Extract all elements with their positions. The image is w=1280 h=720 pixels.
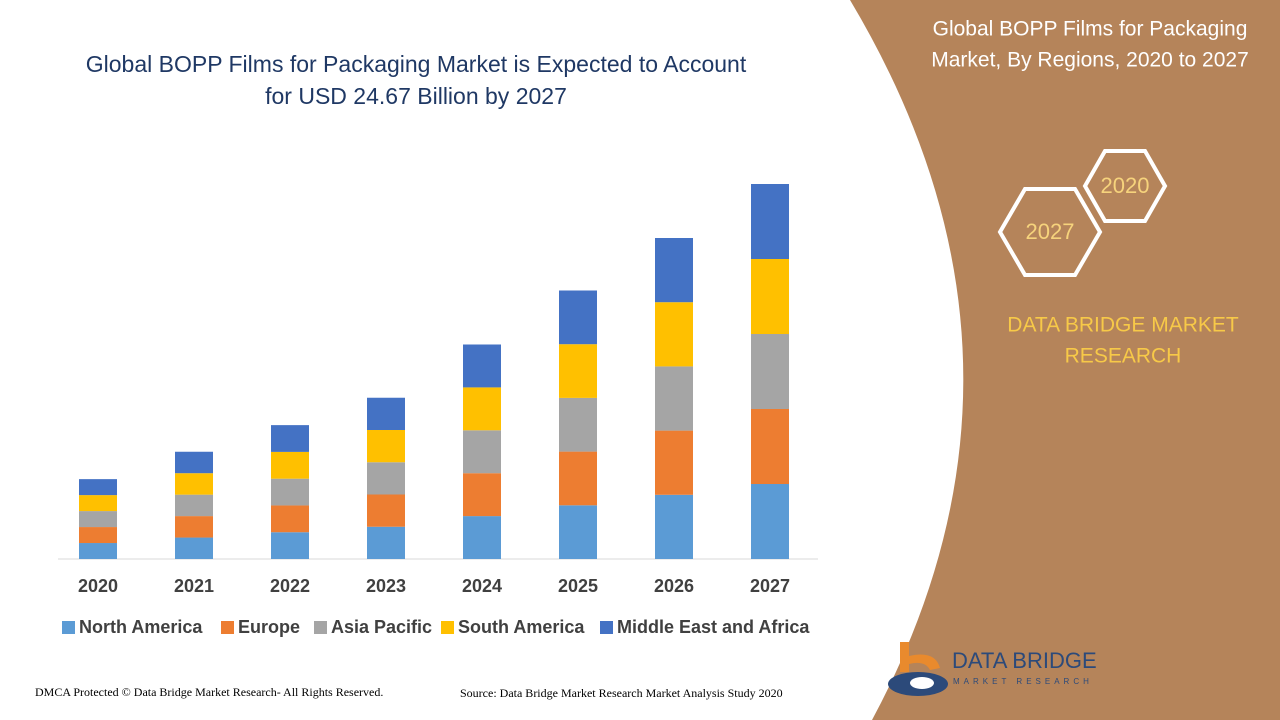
- bar-segment: [367, 397, 405, 430]
- legend-label: Asia Pacific: [331, 617, 432, 637]
- bar-segment: [463, 387, 501, 431]
- bar-segment: [751, 259, 789, 334]
- footer-text: DMCA Protected © Data Bridge Market Rese…: [35, 685, 383, 699]
- panel-title: Market, By Regions, 2020 to 2027: [931, 49, 1249, 72]
- bar-segment: [175, 494, 213, 517]
- bar-segment: [463, 344, 501, 388]
- bar-segment: [655, 238, 693, 303]
- chart-title: for USD 24.67 Billion by 2027: [265, 83, 567, 109]
- bar-segment: [271, 425, 309, 452]
- bar-segment: [271, 451, 309, 479]
- legend-swatch: [62, 621, 75, 634]
- brand-text: DATA BRIDGE MARKET: [1007, 314, 1239, 337]
- legend-label: Europe: [238, 617, 300, 637]
- bar-segment: [751, 484, 789, 559]
- legend-label: Middle East and Africa: [617, 617, 810, 637]
- bar-segment: [271, 532, 309, 559]
- bar-segment: [79, 543, 117, 559]
- bar-segment: [463, 516, 501, 559]
- bar-segment: [367, 526, 405, 559]
- panel-title: Global BOPP Films for Packaging: [933, 18, 1248, 41]
- bar-segment: [655, 302, 693, 367]
- hexagon: [997, 187, 1103, 277]
- bar-segment: [463, 430, 501, 474]
- logo: DATA BRIDGE MARKET RESEARCH: [888, 642, 1097, 696]
- bar-segment: [367, 462, 405, 495]
- x-tick-label: 2020: [78, 576, 118, 596]
- legend-swatch: [221, 621, 234, 634]
- bar-segment: [79, 511, 117, 528]
- bar-segment: [559, 290, 597, 345]
- x-tick-label: 2022: [270, 576, 310, 596]
- bar-segment: [559, 505, 597, 559]
- bar-segment: [655, 494, 693, 559]
- legend-swatch: [600, 621, 613, 634]
- hexagon: [1082, 149, 1168, 223]
- logo-icon: [900, 642, 909, 672]
- bar-segment: [751, 409, 789, 484]
- bar-segment: [559, 397, 597, 452]
- bar-segment: [751, 334, 789, 409]
- bar-segment: [463, 473, 501, 517]
- bar-segment: [751, 184, 789, 259]
- side-panel: [850, 0, 1280, 720]
- bar-segment: [655, 366, 693, 431]
- x-tick-label: 2025: [558, 576, 598, 596]
- bar-segment: [559, 344, 597, 398]
- bar-segment: [367, 494, 405, 527]
- legend-label: North America: [79, 617, 203, 637]
- hex-label: 2020: [1101, 173, 1150, 198]
- legend-label: South America: [458, 617, 585, 637]
- x-tick-label: 2026: [654, 576, 694, 596]
- logo-icon: [909, 654, 940, 670]
- x-tick-label: 2021: [174, 576, 214, 596]
- bar-segment: [655, 430, 693, 495]
- legend-swatch: [441, 621, 454, 634]
- legend-swatch: [314, 621, 327, 634]
- footer-text: Source: Data Bridge Market Research Mark…: [460, 686, 783, 700]
- bar-segment: [79, 527, 117, 544]
- bar-segment: [271, 505, 309, 533]
- bar-segment: [271, 478, 309, 506]
- bar-segment: [175, 537, 213, 559]
- bar-segment: [79, 479, 117, 496]
- x-tick-label: 2027: [750, 576, 790, 596]
- bar-segment: [175, 451, 213, 474]
- bar-segment: [559, 451, 597, 506]
- x-tick-label: 2023: [366, 576, 406, 596]
- logo-icon: [910, 677, 934, 689]
- chart-title: Global BOPP Films for Packaging Market i…: [86, 51, 747, 77]
- bar-segment: [175, 516, 213, 538]
- bar-segment: [367, 429, 405, 463]
- logo-name: DATA BRIDGE: [952, 648, 1097, 673]
- brand-text: RESEARCH: [1065, 345, 1182, 368]
- hex-label: 2027: [1026, 219, 1075, 244]
- bar-segment: [175, 473, 213, 495]
- x-tick-label: 2024: [462, 576, 502, 596]
- logo-tagline: MARKET RESEARCH: [953, 677, 1093, 686]
- bar-segment: [79, 495, 117, 512]
